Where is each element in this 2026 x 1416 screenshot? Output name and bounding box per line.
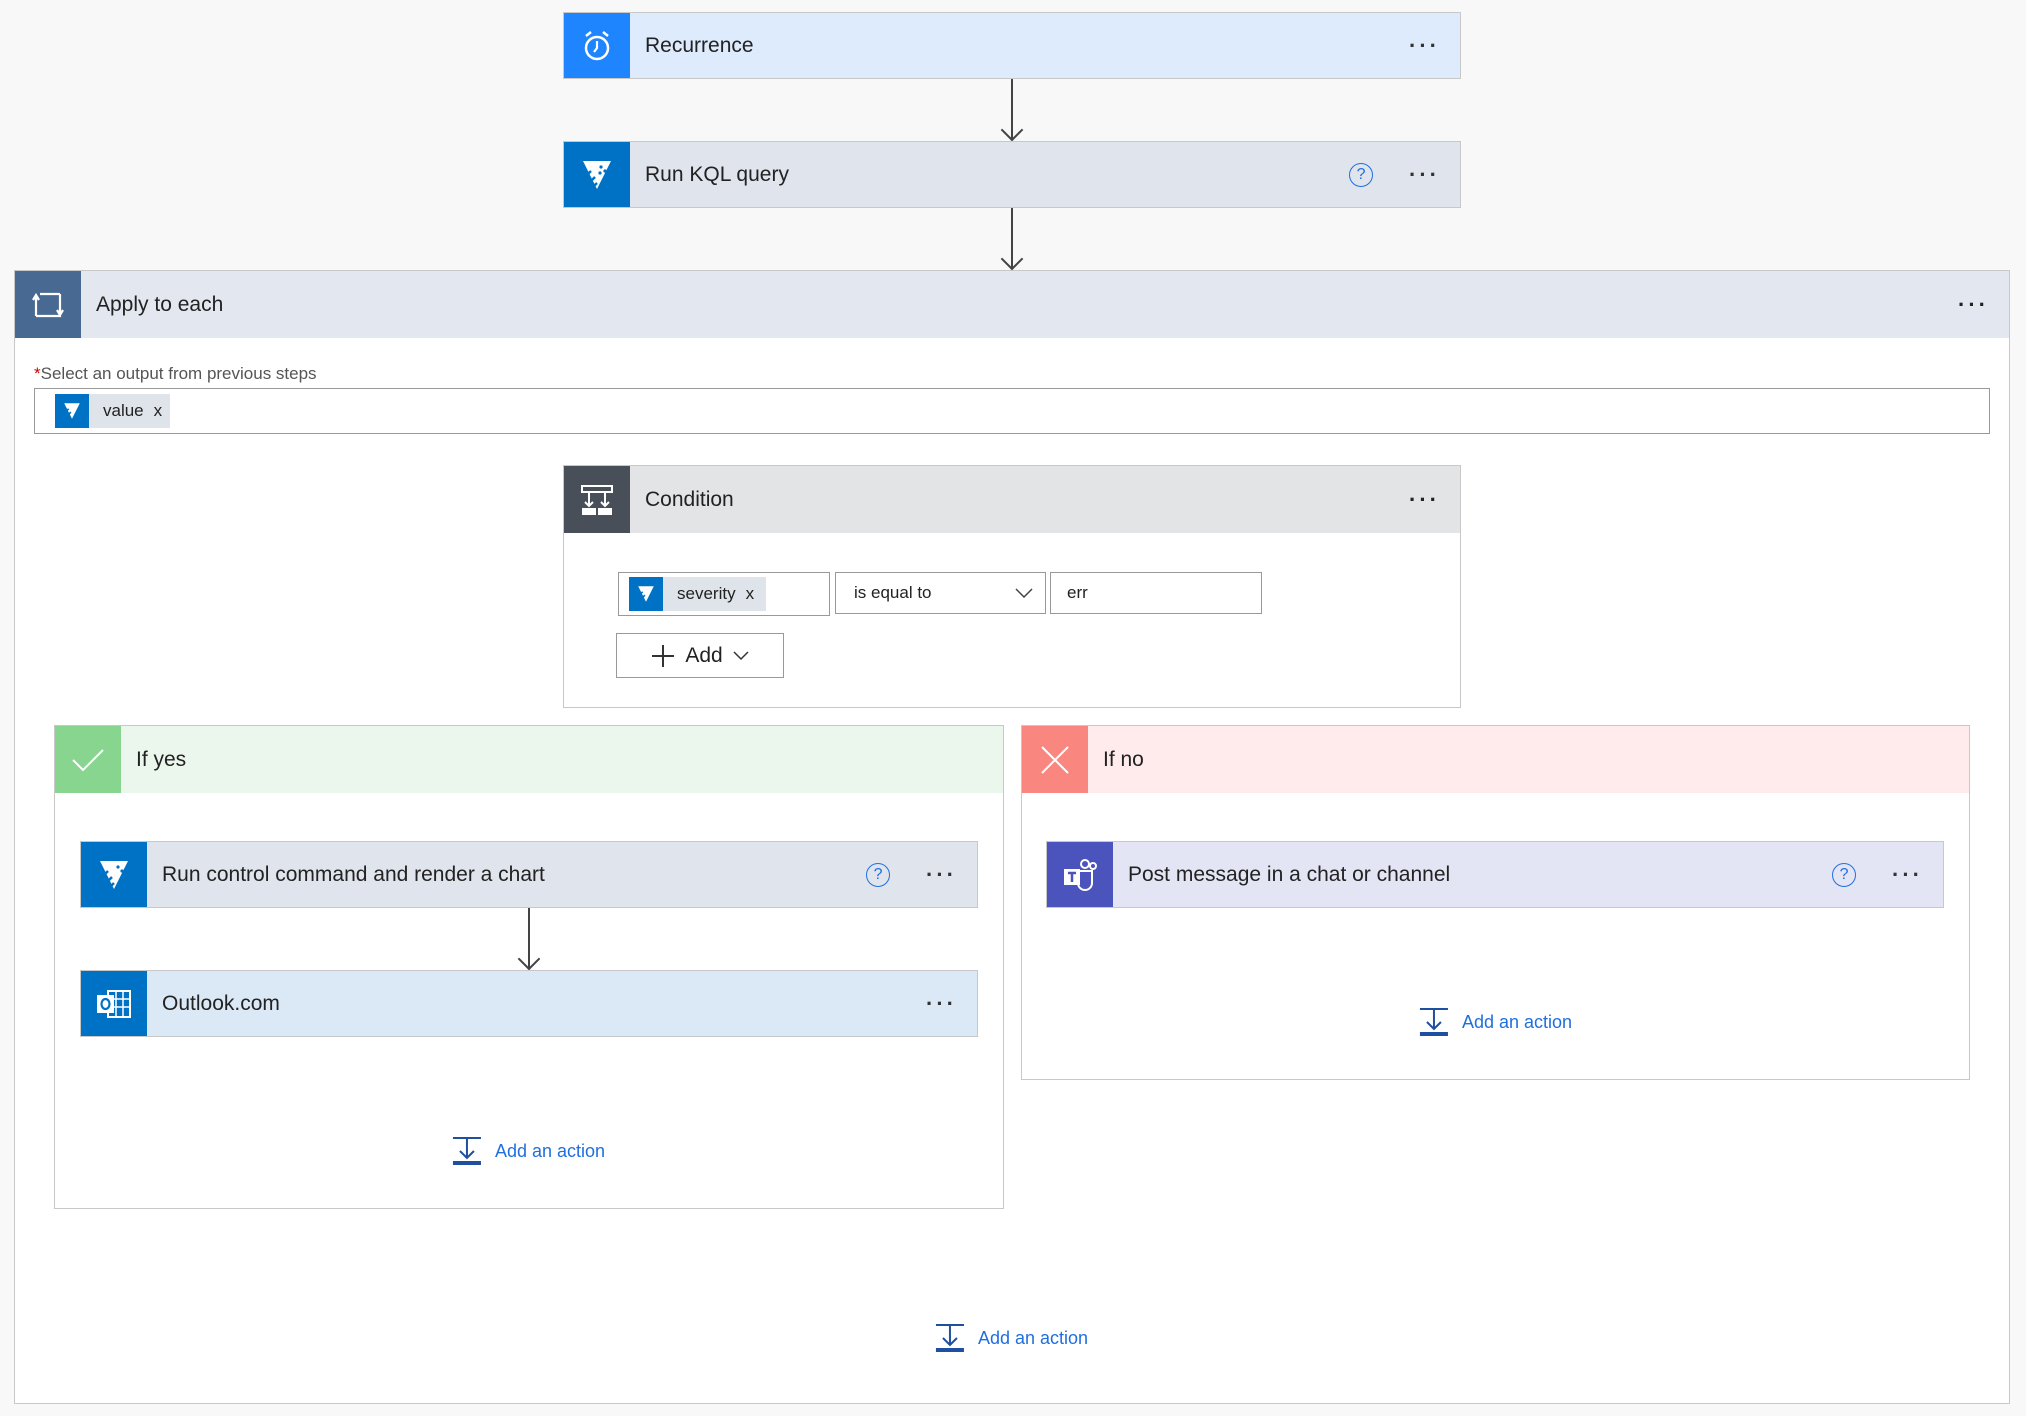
more-options-button[interactable]: ··· [1409,32,1440,58]
outlook-step[interactable]: Outlook.com ··· [80,970,978,1037]
add-condition-button[interactable]: Add [616,633,784,678]
checkmark-icon [55,726,121,793]
output-selector-input[interactable]: value x [34,388,1990,434]
step-title: Outlook.com [162,991,280,1015]
connector-arrow [528,908,530,968]
more-options-button[interactable]: ··· [1892,861,1923,887]
operator-dropdown[interactable]: is equal to [835,572,1046,614]
step-title: Condition [645,487,734,511]
if-no-header[interactable]: If no [1022,726,1969,793]
add-action-icon [935,1324,964,1352]
required-mark: * [34,364,41,383]
token-label: value [103,401,144,420]
help-icon[interactable]: ? [1832,862,1857,887]
add-label: Add [685,643,723,667]
alarm-clock-icon [564,13,630,78]
add-an-action-button-loop[interactable]: Add an action [934,1323,1088,1353]
if-yes-header[interactable]: If yes [55,726,1003,793]
add-action-icon [452,1137,481,1165]
output-label: *Select an output from previous steps [34,364,317,384]
apply-to-each-header[interactable]: Apply to each ··· [15,271,2009,338]
add-action-label: Add an action [1461,1011,1573,1032]
value-text: err [1067,583,1088,602]
step-title: Run KQL query [645,162,789,186]
more-options-button[interactable]: ··· [1409,161,1440,187]
add-an-action-button-no[interactable]: Add an action [1418,1007,1572,1037]
label-text: Select an output from previous steps [40,364,317,383]
add-an-action-button-yes[interactable]: Add an action [451,1136,605,1166]
more-options-button[interactable]: ··· [926,990,957,1016]
remove-token-button[interactable]: x [745,584,755,603]
loop-icon [15,271,81,338]
step-title: Apply to each [96,292,224,316]
branch-title: If no [1103,747,1144,771]
branch-title: If yes [136,747,187,771]
help-icon[interactable]: ? [866,862,891,887]
kusto-icon [564,142,630,207]
close-icon [1022,726,1088,793]
kusto-icon [629,577,663,611]
step-title: Post message in a chat or channel [1128,862,1451,886]
step-title: Run control command and render a chart [162,862,545,886]
outlook-icon [81,971,147,1036]
run-control-command-step[interactable]: Run control command and render a chart ?… [80,841,978,908]
add-action-label: Add an action [494,1140,606,1161]
operator-value: is equal to [854,583,932,602]
token-label: severity [677,584,736,603]
condition-header[interactable]: Condition ··· [564,466,1460,533]
recurrence-step[interactable]: Recurrence ··· [563,12,1461,79]
step-title: Recurrence [645,33,754,57]
chevron-down-icon [733,650,749,660]
plus-icon [652,644,675,667]
connector-arrow [1011,79,1013,139]
more-options-button[interactable]: ··· [1958,291,1989,317]
value-token: value x [55,394,171,428]
kusto-icon [81,842,147,907]
chevron-down-icon [1015,588,1033,598]
connector-arrow [1011,208,1013,268]
add-action-icon [1419,1008,1448,1036]
post-message-step[interactable]: Post message in a chat or channel ? ··· [1046,841,1944,908]
more-options-button[interactable]: ··· [926,861,957,887]
condition-value-input[interactable]: err [1050,572,1262,614]
help-icon[interactable]: ? [1349,162,1374,187]
condition-icon [564,466,630,533]
condition-left-operand[interactable]: severity x [618,572,830,616]
add-action-label: Add an action [977,1327,1089,1348]
run-kql-query-step[interactable]: Run KQL query ? ··· [563,141,1461,208]
teams-icon [1047,842,1113,907]
more-options-button[interactable]: ··· [1409,486,1440,512]
remove-token-button[interactable]: x [153,401,163,420]
kusto-icon [55,394,89,428]
severity-token: severity x [629,577,767,611]
